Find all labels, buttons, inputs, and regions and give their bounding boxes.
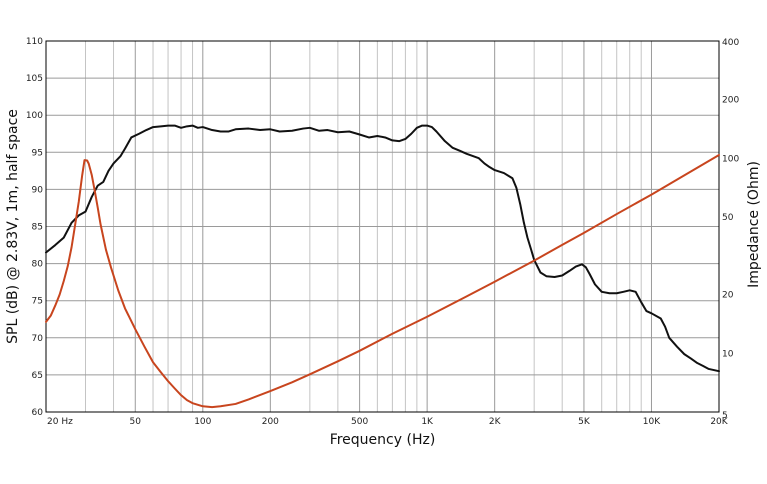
- y2-tick-label: 400: [722, 38, 739, 48]
- y-tick-label: 95: [32, 148, 43, 158]
- x-tick-label: 500: [351, 417, 368, 427]
- x-tick-label: 5K: [578, 417, 591, 427]
- x-axis-title: Frequency (Hz): [330, 432, 436, 448]
- tick-labels: 20 Hz 50 100 200 500 1K 2K 5K 10K 20K 60 65 70 75 80 85…: [26, 37, 740, 427]
- y2-tick-label: 10: [722, 349, 734, 359]
- y2-tick-label: 200: [722, 96, 739, 106]
- spl-curve: [45, 124, 720, 373]
- y-tick-label: 75: [32, 297, 43, 307]
- y-tick-label: 70: [32, 334, 44, 344]
- x-tick-label: 1K: [421, 417, 434, 427]
- y-axis-title: SPL (dB) @ 2.83V, 1m, half space: [5, 109, 21, 344]
- x-tick-label: 10K: [643, 417, 661, 427]
- y2-tick-label: 100: [722, 154, 739, 164]
- x-tick-label: 50: [130, 417, 142, 427]
- y-tick-label: 90: [32, 185, 44, 195]
- x-tick-label: 20 Hz: [47, 417, 73, 427]
- y-tick-label: 60: [32, 408, 44, 418]
- impedance-curve: [45, 154, 720, 409]
- grid: [46, 41, 719, 412]
- y-tick-label: 110: [26, 37, 43, 47]
- y2-tick-label: 5: [722, 411, 728, 421]
- plot-frame: [45, 40, 720, 413]
- y2-tick-label: 50: [722, 213, 734, 223]
- x-tick-label: 20K: [710, 417, 728, 427]
- series-layer: [45, 124, 720, 409]
- y-tick-label: 85: [32, 223, 43, 233]
- x-tick-label: 100: [194, 417, 211, 427]
- y-tick-label: 100: [26, 111, 43, 121]
- y2-tick-label: 20: [722, 291, 734, 301]
- y-tick-label: 80: [32, 260, 44, 270]
- y-tick-label: 65: [32, 371, 43, 381]
- x-tick-label: 200: [262, 417, 279, 427]
- y-tick-label: 105: [26, 74, 43, 84]
- x-tick-label: 2K: [489, 417, 502, 427]
- y2-axis-title: Impedance (Ohm): [746, 161, 762, 288]
